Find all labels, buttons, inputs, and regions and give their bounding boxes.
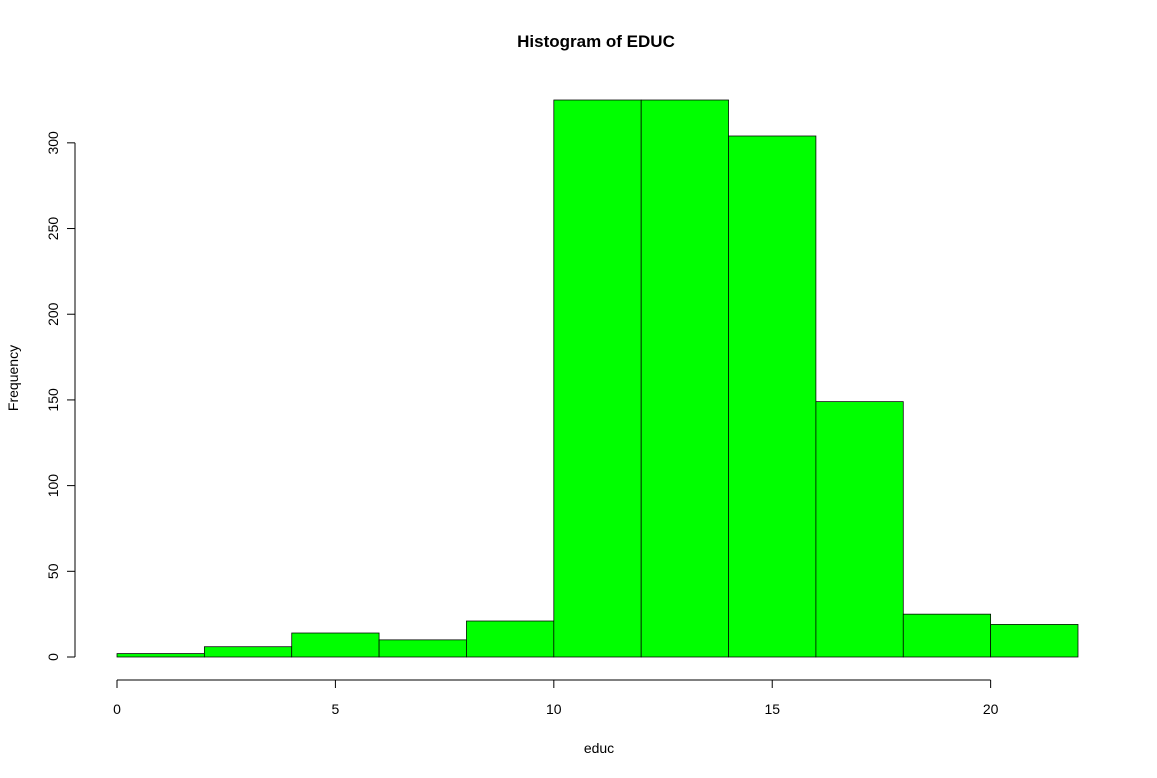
x-axis-label: educ: [584, 740, 614, 756]
histogram-bar: [291, 632, 380, 658]
histogram-bar: [203, 646, 293, 658]
histogram-bar: [466, 620, 555, 658]
y-tick-label: 150: [45, 388, 61, 412]
y-axis-label: Frequency: [5, 345, 21, 411]
histogram-bar: [902, 613, 992, 658]
x-tick-label: 15: [764, 701, 780, 717]
x-tick-label: 20: [983, 701, 999, 717]
y-tick-label: 100: [45, 474, 61, 498]
y-axis: 0 50 100 150 200 250 300: [45, 131, 76, 661]
x-axis: 0 5 10 15 20: [113, 679, 999, 717]
histogram-bar: [116, 653, 205, 658]
histogram-bar: [553, 99, 642, 658]
y-tick-label: 250: [45, 217, 61, 241]
y-tick-label: 50: [45, 563, 61, 579]
histogram-bar: [815, 401, 904, 658]
histogram-bar: [728, 135, 817, 658]
histogram-bar: [990, 624, 1079, 658]
x-tick-label: 10: [546, 701, 562, 717]
histogram-bar: [378, 639, 467, 658]
chart-title: Histogram of EDUC: [517, 32, 675, 51]
x-tick-label: 5: [332, 701, 340, 717]
y-tick-label: 0: [45, 653, 61, 661]
y-tick-label: 200: [45, 302, 61, 326]
bars-group: [116, 99, 1079, 658]
y-tick-label: 300: [45, 131, 61, 155]
histogram-bar: [640, 99, 729, 658]
x-tick-label: 0: [113, 701, 121, 717]
